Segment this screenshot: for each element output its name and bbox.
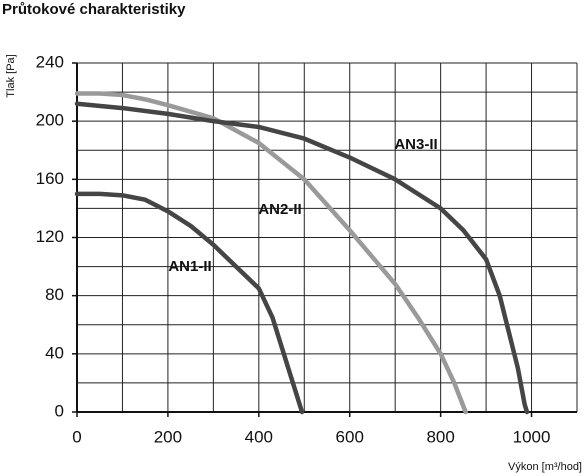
series-label: AN2-II xyxy=(258,201,301,218)
y-tick-label: 200 xyxy=(36,111,64,130)
x-tick-label: 800 xyxy=(426,427,454,446)
x-tick-label: 600 xyxy=(336,427,364,446)
series-label: AN3-II xyxy=(394,136,437,153)
series-line xyxy=(74,91,468,415)
y-tick-label: 120 xyxy=(36,227,64,246)
series-line xyxy=(74,191,305,415)
chart-title: Průtokové charakteristiky xyxy=(2,1,186,18)
y-tick-label: 40 xyxy=(45,343,64,362)
y-axis-title: Tlak [Pa] xyxy=(5,54,17,97)
x-tick-label: 200 xyxy=(154,427,182,446)
x-tick-label: 1000 xyxy=(513,427,551,446)
series-label: AN1-II xyxy=(168,258,211,275)
x-axis-title: Výkon [m³/hod] xyxy=(508,461,582,473)
x-tick-label: 400 xyxy=(245,427,273,446)
y-tick-label: 0 xyxy=(55,401,64,420)
x-tick-label: 0 xyxy=(72,427,81,446)
series-line xyxy=(74,101,530,415)
y-tick-label: 160 xyxy=(36,169,64,188)
y-tick-label: 240 xyxy=(36,52,64,71)
y-tick-label: 80 xyxy=(45,285,64,304)
